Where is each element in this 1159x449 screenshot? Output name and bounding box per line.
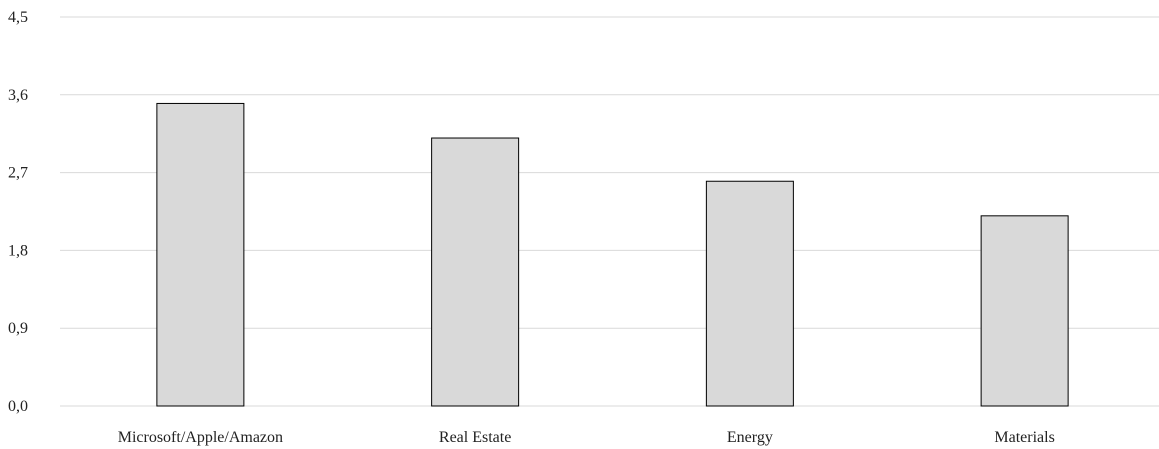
y-tick-label: 0,0 (8, 398, 28, 415)
x-tick-label: Real Estate (439, 429, 511, 446)
x-tick-label: Materials (994, 429, 1054, 446)
x-tick-label: Energy (727, 429, 773, 446)
y-axis-ticks: 0,0 0,9 1,8 2,7 3,6 4,5 (8, 9, 28, 415)
x-axis-ticks: Microsoft/Apple/Amazon Real Estate Energy M… (118, 429, 1055, 446)
y-tick-label: 1,8 (8, 242, 28, 259)
bar (980, 215, 1069, 407)
x-tick-label: Microsoft/Apple/Amazon (118, 429, 283, 446)
bar (431, 137, 520, 407)
y-tick-label: 0,9 (8, 320, 28, 337)
y-tick-label: 4,5 (8, 9, 28, 26)
bar (156, 102, 245, 407)
bars (156, 102, 1069, 407)
y-tick-label: 2,7 (8, 165, 28, 182)
y-tick-label: 3,6 (8, 87, 28, 104)
bar (705, 180, 794, 407)
